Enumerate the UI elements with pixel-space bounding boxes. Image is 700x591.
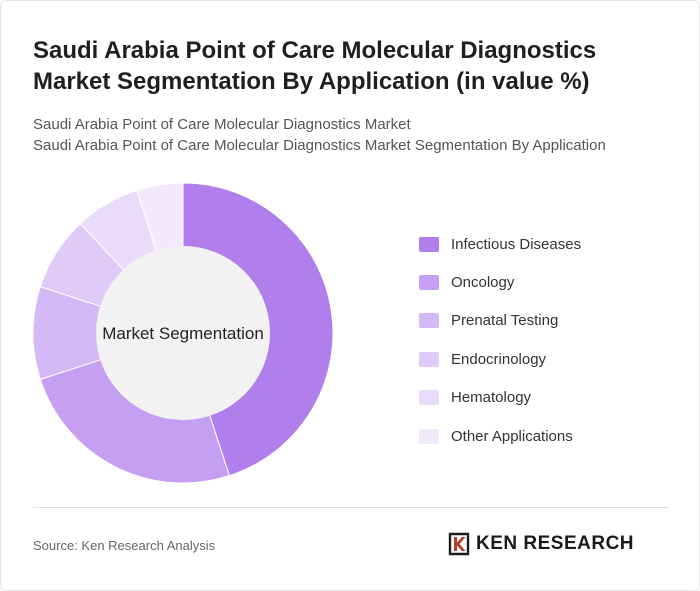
legend-label: Hematology: [451, 389, 532, 407]
donut-chart: Market Segmentation: [32, 182, 334, 484]
legend-item: Oncology: [419, 263, 581, 301]
brand-logo: KEN RESEARCH: [448, 532, 634, 556]
source-note: Source: Ken Research Analysis: [33, 538, 216, 553]
center-label: Market Segmentation: [102, 324, 264, 343]
legend-item: Other Applications: [419, 417, 581, 455]
legend-item: Prenatal Testing: [419, 302, 581, 340]
legend-swatch: [419, 275, 439, 291]
legend-label: Prenatal Testing: [451, 312, 559, 330]
legend-swatch: [419, 428, 439, 444]
legend-item: Hematology: [419, 379, 581, 417]
legend-label: Other Applications: [451, 427, 573, 445]
subtitle-line-2: Saudi Arabia Point of Care Molecular Dia…: [33, 137, 606, 154]
chart-subtitle: Saudi Arabia Point of Care Molecular Dia…: [33, 114, 673, 156]
subtitle-line-1: Saudi Arabia Point of Care Molecular Dia…: [33, 116, 411, 133]
legend: Infectious Diseases Oncology Prenatal Test…: [419, 225, 581, 455]
legend-swatch: [419, 236, 439, 252]
ken-research-logo-icon: [448, 532, 470, 556]
legend-swatch: [419, 313, 439, 329]
legend-swatch: [419, 390, 439, 406]
legend-label: Endocrinology: [451, 350, 547, 368]
donut-hole: [96, 246, 270, 420]
legend-item: Endocrinology: [419, 340, 581, 378]
legend-label: Oncology: [451, 274, 515, 292]
brand-name: KEN RESEARCH: [476, 533, 635, 554]
legend-item: Infectious Diseases: [419, 225, 581, 263]
footer-divider: [33, 507, 669, 508]
legend-label: Infectious Diseases: [451, 235, 582, 253]
chart-title: Saudi Arabia Point of Care Molecular Dia…: [33, 37, 597, 95]
legend-swatch: [419, 351, 439, 367]
